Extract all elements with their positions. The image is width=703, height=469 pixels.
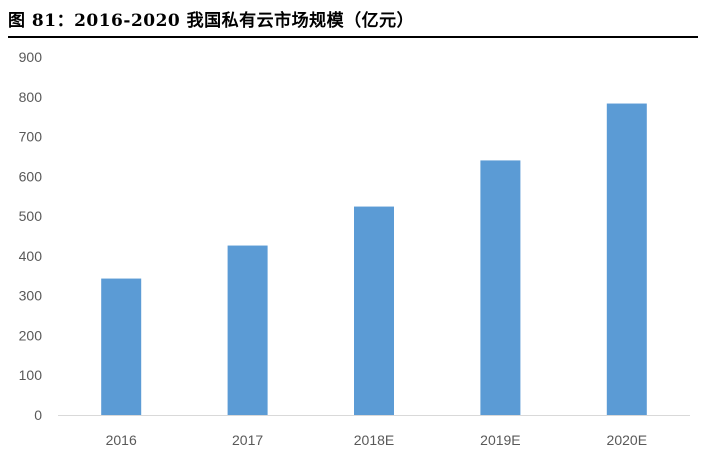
y-tick-label: 700 — [19, 129, 43, 145]
bar-2017 — [227, 245, 268, 415]
x-tick-label: 2019E — [480, 432, 520, 448]
bars — [101, 103, 647, 415]
figure-title: 图 81：2016-2020 我国私有云市场规模（亿元） — [8, 11, 415, 31]
bar-2018E — [354, 206, 394, 415]
bar-2019E — [480, 160, 521, 415]
bar-2020E — [606, 103, 647, 415]
y-tick-label: 100 — [19, 367, 43, 383]
y-tick-label: 0 — [34, 407, 42, 423]
x-tick-label: 2020E — [607, 432, 647, 448]
bar-2016 — [101, 278, 142, 415]
x-axis-tick-labels: 2016 2017 2018E 2019E 2020E — [106, 432, 647, 448]
y-tick-label: 900 — [19, 49, 43, 65]
y-tick-label: 400 — [19, 248, 43, 264]
y-axis-tick-labels: 0 100 200 300 400 500 600 700 800 900 — [19, 49, 43, 423]
y-tick-label: 600 — [19, 168, 43, 184]
y-tick-label: 300 — [19, 288, 43, 304]
x-tick-label: 2018E — [354, 432, 394, 448]
y-tick-label: 800 — [19, 89, 43, 105]
x-tick-label: 2016 — [106, 432, 137, 448]
x-tick-label: 2017 — [232, 432, 263, 448]
y-tick-label: 500 — [19, 208, 43, 224]
y-tick-label: 200 — [19, 327, 43, 343]
title-rule — [8, 36, 698, 38]
